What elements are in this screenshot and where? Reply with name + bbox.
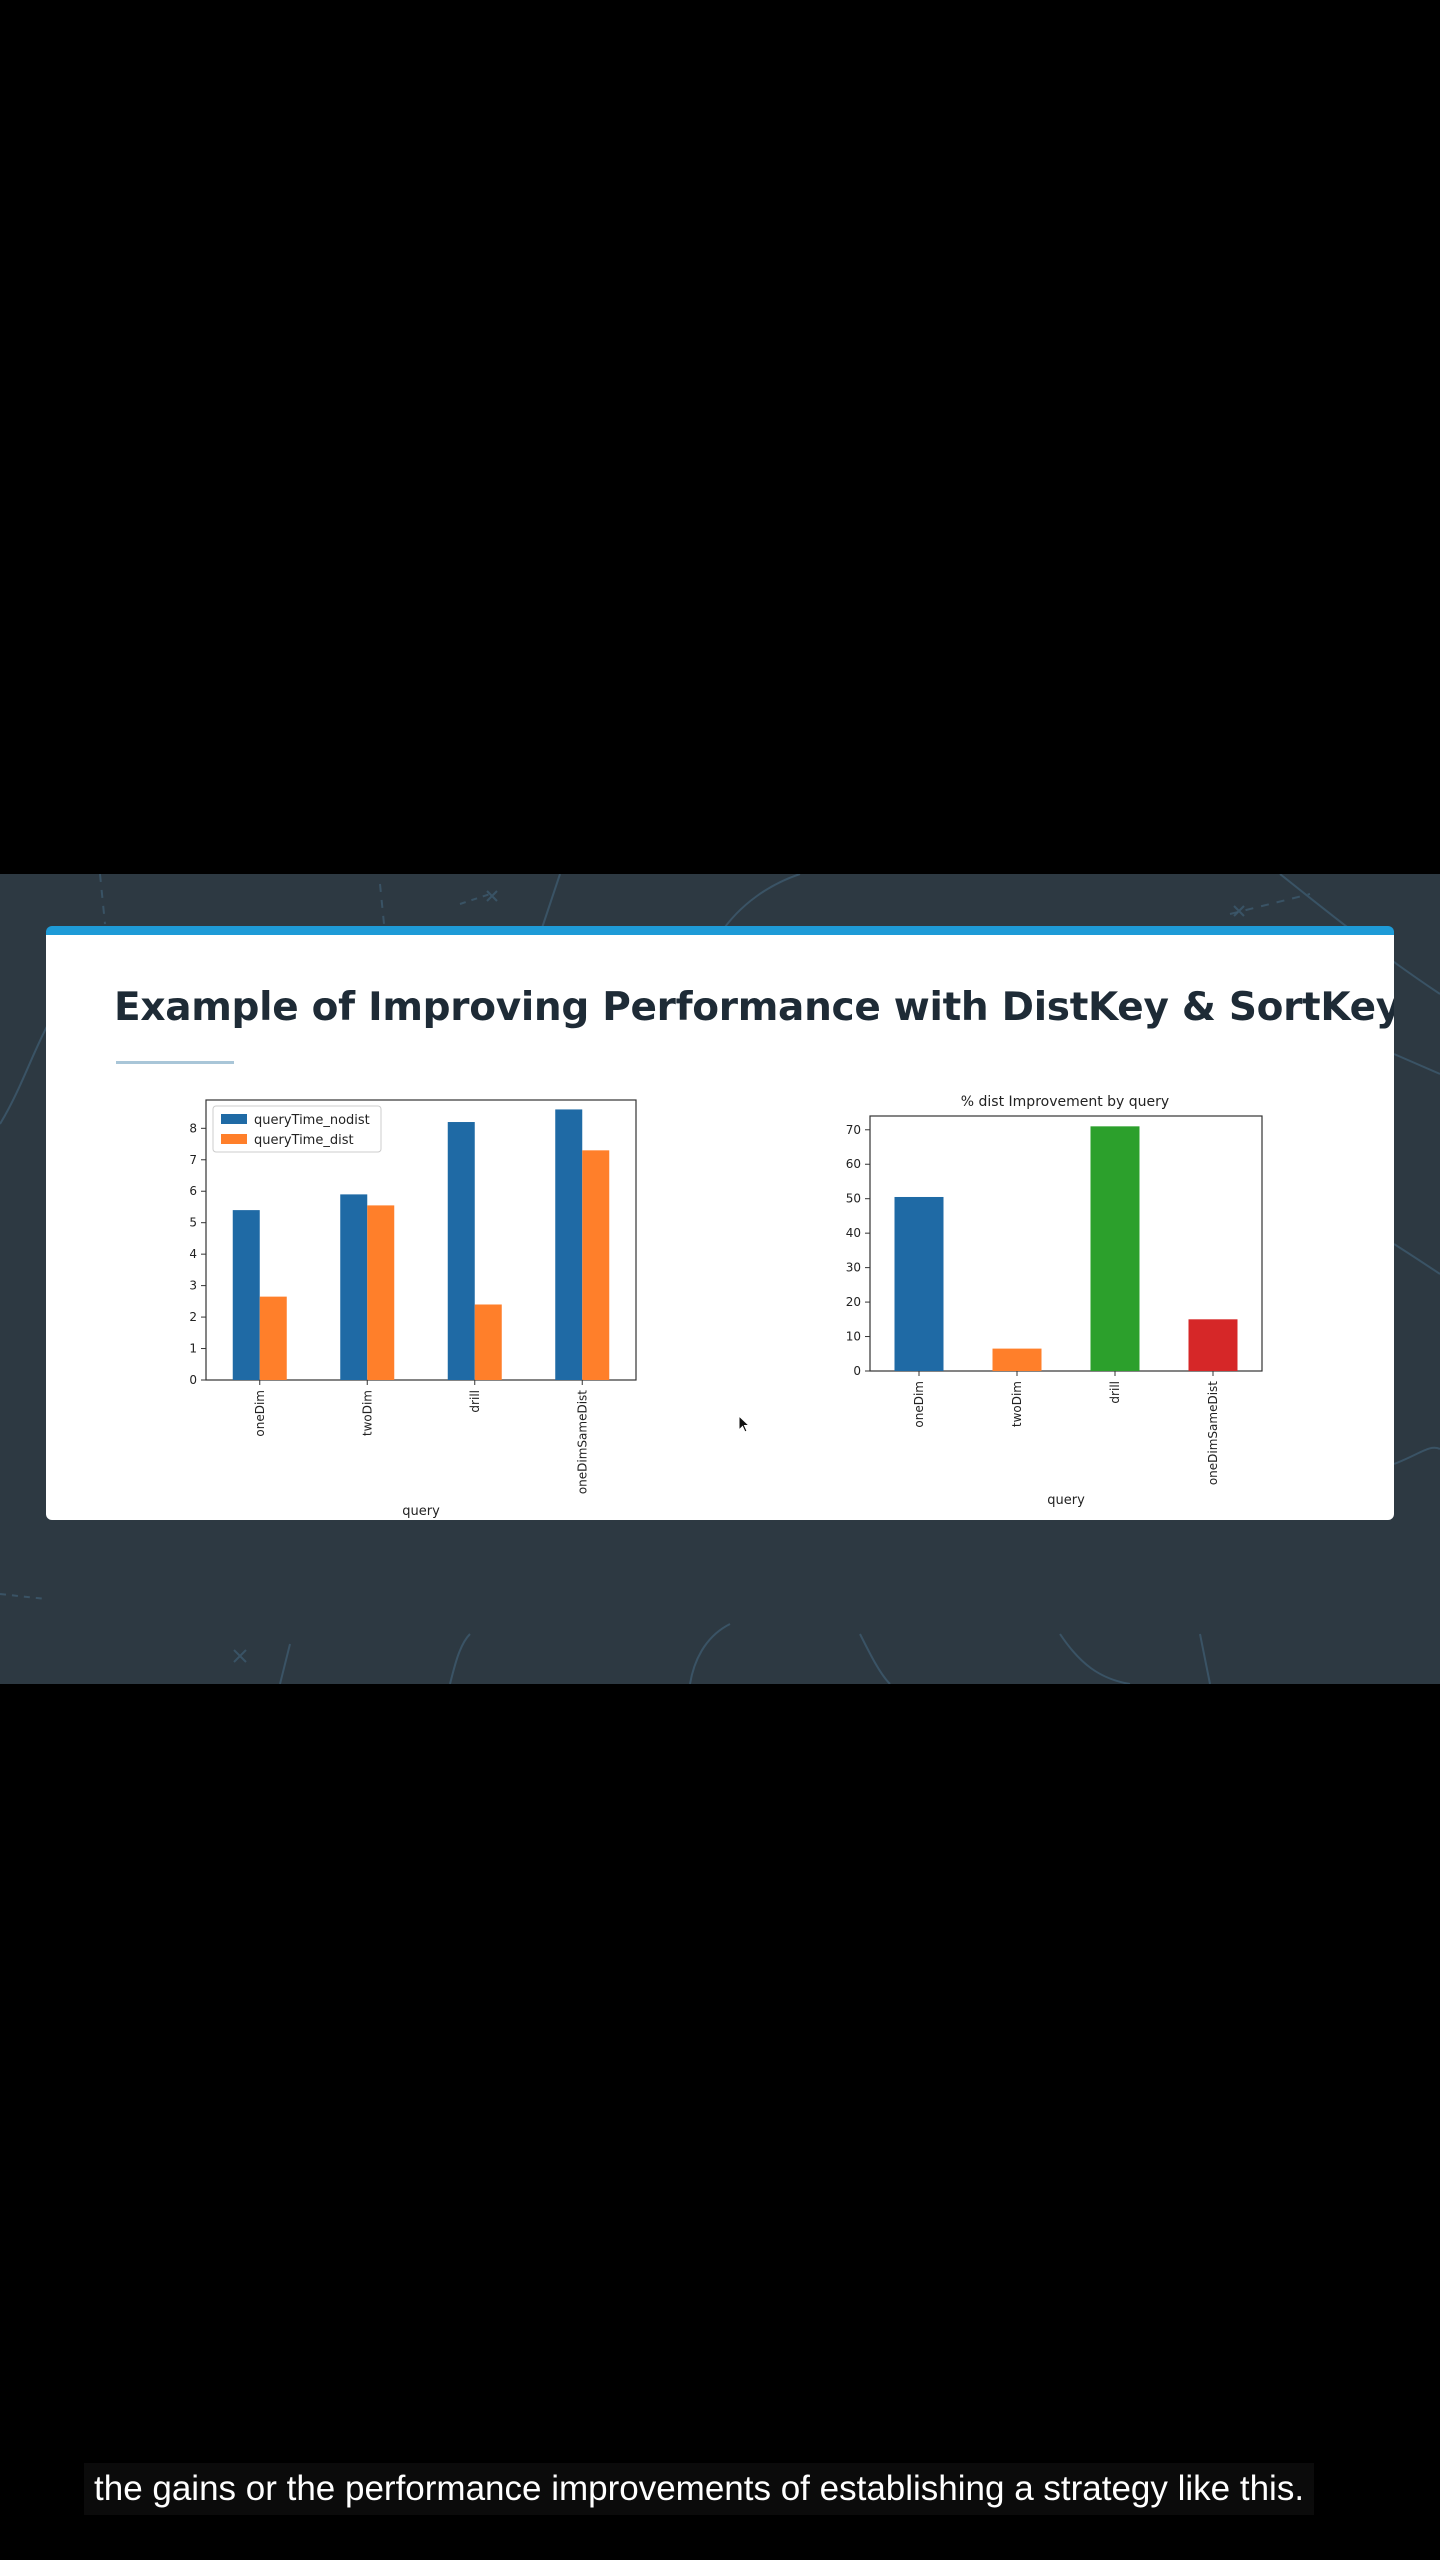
y-tick-label: 7 xyxy=(189,1153,197,1167)
bar-drill xyxy=(1090,1126,1140,1371)
plot-frame xyxy=(869,1115,1263,1372)
legend: queryTime_nodist queryTime_dist xyxy=(212,1105,382,1153)
y-tick-label: 2 xyxy=(189,1310,197,1324)
bar-queryTime_nodist-drill xyxy=(447,1122,475,1380)
title-underline xyxy=(116,1061,234,1064)
x-tick-label: oneDimSameDist xyxy=(1206,1381,1220,1485)
x-tick-label: oneDim xyxy=(253,1390,267,1437)
bar-queryTime_nodist-twoDim xyxy=(340,1194,368,1380)
x-tick-label: oneDimSameDist xyxy=(575,1390,589,1494)
chart-title: % dist Improvement by query xyxy=(961,1094,1169,1110)
y-tick-label: 70 xyxy=(846,1123,861,1137)
bar-queryTime_dist-drill xyxy=(474,1304,502,1380)
bar-queryTime_nodist-oneDimSameDist xyxy=(555,1109,583,1380)
bar-twoDim xyxy=(992,1348,1042,1371)
x-tick-label: twoDim xyxy=(360,1390,374,1436)
x-tick-label: twoDim xyxy=(1010,1381,1024,1427)
bar-queryTime_nodist-oneDim xyxy=(232,1210,260,1380)
y-tick-label: 40 xyxy=(846,1226,861,1240)
query-time-chart: 0 1 2 3 4 5 6 7 8 oneDim twoDim drill oneDimSameDist… xyxy=(189,1099,637,1519)
improvement-chart: % dist Improvement by query 0 10 20 30 40 50 60… xyxy=(846,1094,1263,1508)
y-tick-label: 3 xyxy=(189,1279,197,1293)
subtitle-caption: the gains or the performance improvement… xyxy=(84,2463,1315,2515)
bar-oneDimSameDist xyxy=(1188,1319,1238,1371)
legend-swatch xyxy=(221,1114,247,1124)
y-tick-label: 4 xyxy=(189,1247,197,1261)
video-frame: Example of Improving Performance with Di… xyxy=(0,874,1440,1684)
y-tick-label: 5 xyxy=(189,1216,197,1230)
x-axis-label: query xyxy=(402,1504,440,1519)
y-tick-label: 30 xyxy=(846,1261,861,1275)
bar-queryTime_dist-oneDimSameDist xyxy=(582,1150,610,1380)
bar-oneDim xyxy=(894,1196,944,1371)
y-tick-label: 0 xyxy=(189,1373,197,1387)
legend-label: queryTime_dist xyxy=(254,1133,354,1148)
legend-swatch xyxy=(221,1134,247,1144)
x-tick-label: oneDim xyxy=(912,1381,926,1428)
x-tick-label: drill xyxy=(468,1390,482,1413)
mouse-pointer-icon xyxy=(738,1415,751,1433)
x-tick-label: drill xyxy=(1108,1381,1122,1404)
y-tick-label: 50 xyxy=(846,1192,861,1206)
y-tick-label: 10 xyxy=(846,1330,861,1344)
plot-frame xyxy=(205,1099,637,1381)
bar-queryTime_dist-twoDim xyxy=(367,1205,395,1380)
y-tick-label: 20 xyxy=(846,1295,861,1309)
y-tick-label: 6 xyxy=(189,1184,197,1198)
slide-title: Example of Improving Performance with Di… xyxy=(114,985,1394,1030)
y-tick-label: 8 xyxy=(189,1121,197,1135)
background-decoration xyxy=(0,874,1440,1684)
slide-card: Example of Improving Performance with Di… xyxy=(46,926,1394,1520)
x-axis-label: query xyxy=(1047,1493,1085,1508)
legend-box xyxy=(212,1105,382,1153)
y-tick-label: 0 xyxy=(853,1364,861,1378)
y-tick-label: 60 xyxy=(846,1157,861,1171)
legend-label: queryTime_nodist xyxy=(254,1113,370,1128)
bar-queryTime_dist-oneDim xyxy=(259,1296,287,1380)
y-tick-label: 1 xyxy=(189,1342,197,1356)
